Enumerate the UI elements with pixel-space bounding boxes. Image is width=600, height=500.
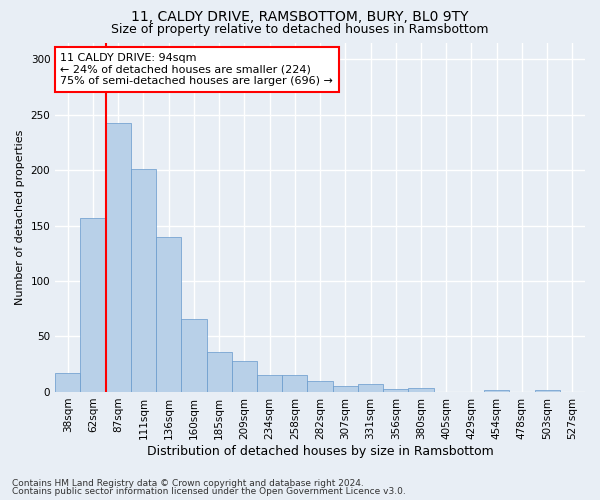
X-axis label: Distribution of detached houses by size in Ramsbottom: Distribution of detached houses by size … — [147, 444, 493, 458]
Bar — [181, 318, 206, 392]
Bar — [156, 236, 181, 392]
Bar — [409, 388, 434, 392]
Text: Contains HM Land Registry data © Crown copyright and database right 2024.: Contains HM Land Registry data © Crown c… — [12, 478, 364, 488]
Bar — [484, 390, 509, 392]
Y-axis label: Number of detached properties: Number of detached properties — [15, 130, 25, 305]
Bar — [358, 384, 383, 392]
Bar — [206, 352, 232, 392]
Bar — [282, 376, 307, 392]
Text: Size of property relative to detached houses in Ramsbottom: Size of property relative to detached ho… — [111, 22, 489, 36]
Text: 11, CALDY DRIVE, RAMSBOTTOM, BURY, BL0 9TY: 11, CALDY DRIVE, RAMSBOTTOM, BURY, BL0 9… — [131, 10, 469, 24]
Bar — [535, 390, 560, 392]
Bar — [383, 388, 409, 392]
Bar — [55, 373, 80, 392]
Bar — [80, 218, 106, 392]
Text: Contains public sector information licensed under the Open Government Licence v3: Contains public sector information licen… — [12, 487, 406, 496]
Text: 11 CALDY DRIVE: 94sqm
← 24% of detached houses are smaller (224)
75% of semi-det: 11 CALDY DRIVE: 94sqm ← 24% of detached … — [61, 53, 334, 86]
Bar — [131, 169, 156, 392]
Bar — [106, 124, 131, 392]
Bar — [332, 386, 358, 392]
Bar — [232, 361, 257, 392]
Bar — [257, 376, 282, 392]
Bar — [307, 381, 332, 392]
